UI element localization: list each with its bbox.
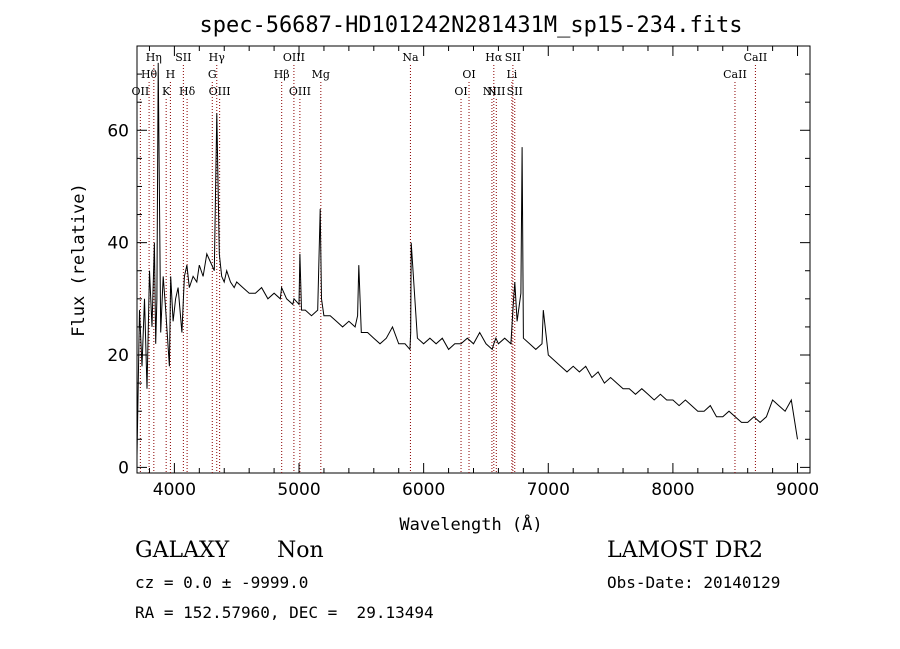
line-marker-label: NII xyxy=(483,85,501,98)
line-marker-label: OII xyxy=(132,85,150,98)
line-marker-label: OIII xyxy=(209,85,231,98)
line-marker-label: Na xyxy=(402,51,419,64)
obs-date-text: Obs-Date: 20140129 xyxy=(607,573,781,592)
line-marker-label: SII xyxy=(505,51,521,64)
y-tick-label: 40 xyxy=(107,234,129,254)
line-marker-label: Hδ xyxy=(179,85,196,98)
x-tick-label: 9000 xyxy=(776,480,819,500)
line-marker-label: SII xyxy=(507,85,523,98)
line-markers: OIIHθHηKHSIIHδGHγOIIIHβOIIIOIIIMgNaOIOIN… xyxy=(132,51,768,473)
y-tick-label: 0 xyxy=(118,458,129,478)
x-tick-label: 4000 xyxy=(153,480,196,500)
radec-text: RA = 152.57960, DEC = 29.13494 xyxy=(135,603,434,622)
y-tick-label: 60 xyxy=(107,121,129,141)
line-marker-label: K xyxy=(162,85,171,98)
line-marker-label: Hγ xyxy=(209,51,226,64)
line-marker-label: SII xyxy=(175,51,191,64)
cz-text: cz = 0.0 ± -9999.0 xyxy=(135,573,309,592)
x-tick-label: 8000 xyxy=(651,480,694,500)
x-tick-label: 5000 xyxy=(277,480,320,500)
line-marker-label: OI xyxy=(454,85,467,98)
line-marker-label: CaII xyxy=(744,51,768,64)
spectrum-line xyxy=(136,62,798,457)
line-marker-label: Hθ xyxy=(141,68,158,81)
y-axis-ticks: 0 20 40 60 xyxy=(107,73,810,478)
x-tick-label: 7000 xyxy=(527,480,570,500)
line-marker-label: OI xyxy=(462,68,475,81)
y-axis-label: Flux (relative) xyxy=(69,183,89,337)
line-marker-label: G xyxy=(208,68,217,81)
line-marker-label: OIII xyxy=(289,85,311,98)
x-axis-label: Wavelength (Å) xyxy=(399,513,542,535)
survey-label: LAMOST DR2 xyxy=(607,538,763,563)
line-marker-label: CaII xyxy=(723,68,747,81)
line-marker-label: OIII xyxy=(283,51,305,64)
subclass-label: Non xyxy=(277,538,324,563)
line-marker-label: NII xyxy=(487,85,505,98)
line-marker-label: H xyxy=(166,68,176,81)
line-marker-label: Hα xyxy=(485,51,503,64)
line-marker-label: Hη xyxy=(146,51,162,64)
x-tick-label: 6000 xyxy=(402,480,445,500)
y-tick-label: 20 xyxy=(107,346,129,366)
line-marker-label: Li xyxy=(506,68,517,81)
line-marker-label: Mg xyxy=(312,68,330,81)
plot-frame xyxy=(136,45,811,474)
line-marker-label: Hβ xyxy=(274,68,290,81)
chart-title: spec-56687-HD101242N281431M_sp15-234.fit… xyxy=(199,13,742,38)
x-axis-ticks: 4000 5000 6000 7000 8000 9000 xyxy=(148,46,819,500)
class-label: GALAXY xyxy=(135,538,230,563)
